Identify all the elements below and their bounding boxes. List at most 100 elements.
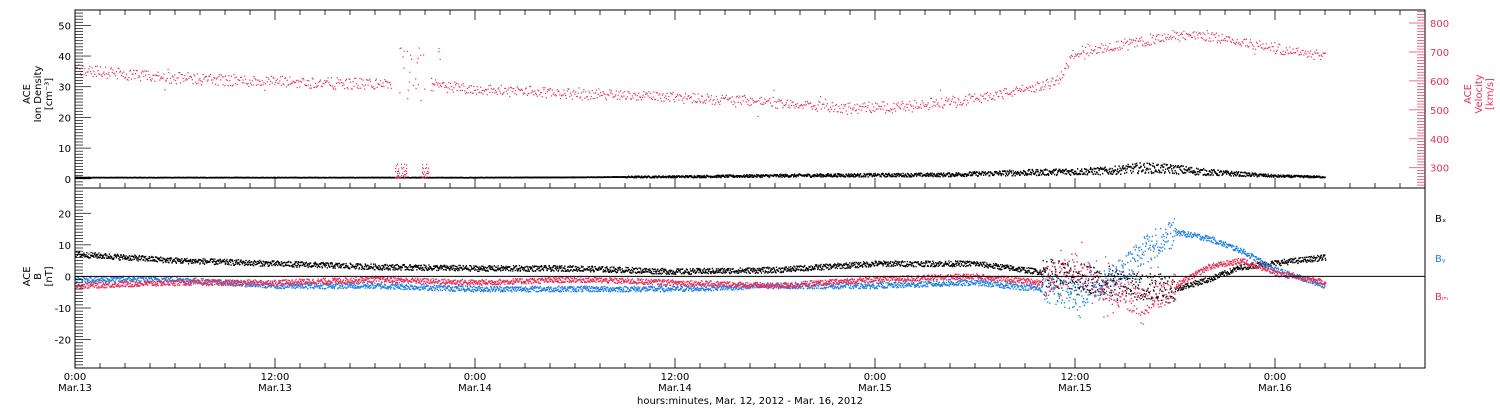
b-Bx-point xyxy=(450,267,452,269)
density-point xyxy=(1321,176,1323,179)
density-point xyxy=(1125,165,1127,167)
velocity-point xyxy=(440,86,442,88)
velocity-point xyxy=(835,104,837,106)
b-Bx-point xyxy=(226,263,228,265)
velocity-point xyxy=(681,99,683,101)
velocity-point xyxy=(405,174,407,176)
velocity-point xyxy=(1063,74,1065,76)
b-Bx-point xyxy=(432,265,435,267)
density-point xyxy=(789,176,791,178)
b-Bx-point xyxy=(278,263,280,265)
b-Bx-point xyxy=(137,260,139,262)
b-Bx-point xyxy=(121,256,123,258)
velocity-point xyxy=(183,80,185,82)
density-point xyxy=(1147,168,1149,171)
velocity-point xyxy=(1182,37,1184,39)
velocity-point xyxy=(485,89,487,91)
velocity-point xyxy=(798,107,800,109)
velocity-point xyxy=(365,79,367,81)
density-point xyxy=(717,174,719,177)
velocity-point xyxy=(955,102,957,104)
velocity-point xyxy=(637,99,639,101)
velocity-point xyxy=(1030,87,1032,89)
velocity-point xyxy=(773,89,775,91)
velocity-point xyxy=(550,88,552,90)
velocity-point xyxy=(428,172,430,175)
velocity-point xyxy=(451,89,453,91)
b-Bx-point xyxy=(369,266,371,268)
density-point xyxy=(1014,174,1016,177)
velocity-point xyxy=(1090,49,1092,51)
velocity-point xyxy=(244,75,246,77)
velocity-point xyxy=(285,77,287,79)
density-point xyxy=(724,176,726,178)
b-Bx-point xyxy=(228,263,230,266)
velocity-point xyxy=(1062,73,1064,76)
b-Bx-point xyxy=(232,260,234,262)
velocity-point xyxy=(810,106,812,108)
density-point xyxy=(1051,173,1053,176)
b-Bx-point xyxy=(235,260,238,262)
velocity-point xyxy=(458,85,460,87)
b-Bx-point xyxy=(450,266,453,269)
density-point xyxy=(1309,176,1311,179)
b-Bx-point xyxy=(393,265,395,267)
velocity-point xyxy=(1179,40,1181,42)
velocity-point xyxy=(1201,37,1203,39)
b-Bx-point xyxy=(352,264,354,266)
velocity-point xyxy=(434,84,436,86)
density-point xyxy=(1016,173,1018,176)
density-point xyxy=(1090,167,1092,169)
b-Bx-point xyxy=(461,267,463,269)
density-point xyxy=(918,172,920,175)
density-point xyxy=(842,175,844,177)
density-point xyxy=(1050,170,1052,173)
density-point xyxy=(998,174,1000,176)
velocity-point xyxy=(1047,81,1049,83)
density-point xyxy=(872,175,874,177)
density-point xyxy=(993,174,995,177)
velocity-point xyxy=(1011,95,1013,97)
density-point xyxy=(1272,174,1274,177)
velocity-point xyxy=(1169,36,1171,38)
density-point xyxy=(715,175,717,177)
density-point xyxy=(928,175,930,177)
velocity-point xyxy=(1255,41,1257,43)
density-point xyxy=(902,175,904,177)
velocity-point xyxy=(235,76,237,78)
velocity-point xyxy=(898,105,900,108)
b-Bx-point xyxy=(425,267,428,270)
velocity-point xyxy=(913,107,915,109)
velocity-point xyxy=(140,72,142,74)
velocity-point xyxy=(240,76,242,78)
velocity-point xyxy=(445,86,447,88)
velocity-point xyxy=(1172,30,1174,32)
b-Bx-point xyxy=(395,264,397,266)
velocity-point xyxy=(766,100,768,102)
velocity-point xyxy=(754,101,756,103)
velocity-point xyxy=(338,79,340,81)
density-point xyxy=(1116,170,1118,173)
b-Bx-point xyxy=(156,256,158,259)
velocity-point xyxy=(978,98,980,100)
velocity-point xyxy=(199,78,201,80)
density-point xyxy=(1132,170,1134,173)
b-Bx-point xyxy=(412,269,414,271)
b-Bx-point xyxy=(466,268,468,271)
velocity-point xyxy=(235,83,237,85)
b-Bx-point xyxy=(355,263,357,265)
velocity-point xyxy=(995,91,997,93)
density-point xyxy=(1115,169,1117,171)
density-point xyxy=(1072,169,1074,171)
velocity-point xyxy=(1207,32,1209,34)
density-point xyxy=(1162,169,1164,171)
b-Bx-point xyxy=(178,258,180,260)
velocity-point xyxy=(350,88,352,90)
velocity-point xyxy=(881,101,883,103)
velocity-point xyxy=(1295,47,1297,50)
density-point xyxy=(870,172,872,175)
velocity-point xyxy=(381,85,383,88)
b-Bx-point xyxy=(453,269,455,271)
density-point xyxy=(1261,173,1263,176)
density-point xyxy=(1154,167,1156,169)
